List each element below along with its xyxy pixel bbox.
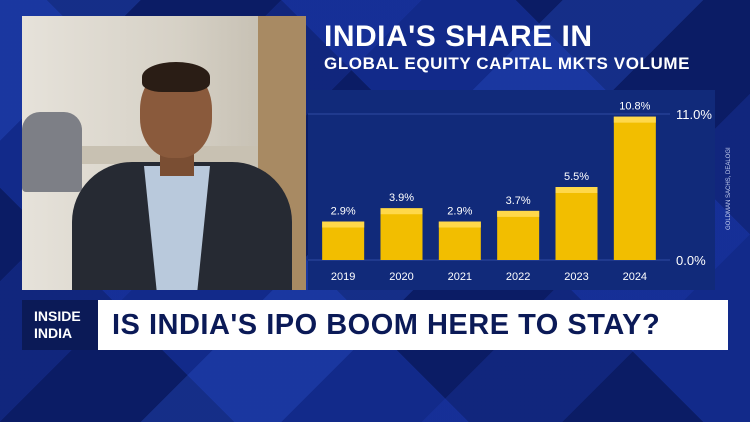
headline-box: IS INDIA'S IPO BOOM HERE TO STAY? bbox=[98, 300, 728, 350]
bar-cap bbox=[555, 187, 598, 193]
badge-line2: INDIA bbox=[34, 325, 73, 341]
bar bbox=[555, 187, 598, 260]
data-label: 3.7% bbox=[506, 195, 531, 207]
data-label: 2.9% bbox=[331, 206, 356, 218]
guest-video bbox=[22, 16, 306, 290]
y-tick-label: 0.0% bbox=[676, 253, 706, 268]
data-label: 2.9% bbox=[447, 206, 472, 218]
x-tick-label: 2022 bbox=[506, 271, 530, 283]
data-label: 10.8% bbox=[619, 101, 650, 113]
x-tick-label: 2020 bbox=[389, 271, 413, 283]
bar bbox=[322, 221, 365, 260]
bar-cap bbox=[438, 221, 481, 228]
show-badge: INSIDE INDIA bbox=[22, 300, 98, 350]
bar bbox=[613, 116, 656, 260]
chart-panel: 0.0% 11.0% 2.9% 2019 3.9% 2020 2.9% 2021 3.7% 202… bbox=[308, 90, 715, 290]
bar-cap bbox=[497, 210, 540, 217]
badge-line1: INSIDE bbox=[34, 308, 81, 324]
x-tick-label: 2019 bbox=[331, 271, 355, 283]
data-label: 5.5% bbox=[564, 171, 589, 183]
bar-cap bbox=[380, 208, 423, 215]
source-credit: GOLDMAN SACHS, DEALOGI bbox=[726, 147, 732, 230]
bar-chart: 0.0% 11.0% 2.9% 2019 3.9% 2020 2.9% 2021 3.7% 202… bbox=[308, 90, 715, 290]
x-tick-label: 2024 bbox=[623, 271, 647, 283]
chart-subtitle: GLOBAL EQUITY CAPITAL MKTS VOLUME bbox=[324, 54, 691, 73]
y-tick-label: 11.0% bbox=[676, 107, 712, 122]
bar bbox=[438, 221, 481, 260]
lower-third: INSIDE INDIA IS INDIA'S IPO BOOM HERE TO… bbox=[22, 300, 728, 350]
x-tick-label: 2021 bbox=[448, 271, 472, 283]
data-label: 3.9% bbox=[389, 192, 414, 204]
chart-title: INDIA'S SHARE IN bbox=[324, 20, 593, 53]
bar bbox=[380, 208, 423, 260]
headline: IS INDIA'S IPO BOOM HERE TO STAY? bbox=[112, 308, 661, 341]
bar bbox=[497, 210, 540, 260]
bar-cap bbox=[613, 116, 656, 123]
x-tick-label: 2023 bbox=[564, 271, 588, 283]
bar-cap bbox=[322, 221, 365, 228]
